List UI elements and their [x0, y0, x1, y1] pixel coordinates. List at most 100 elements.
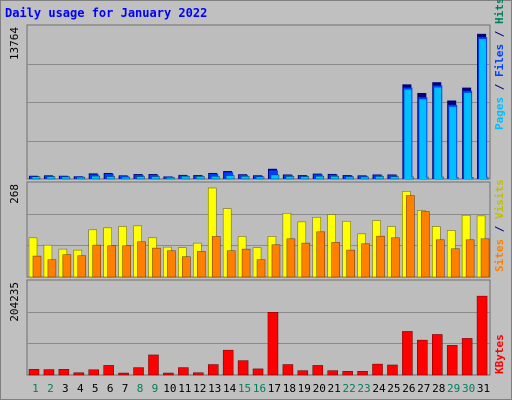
bar-kbytes — [73, 372, 85, 376]
legend-pages: Pages — [493, 97, 506, 130]
bar-pages — [31, 176, 41, 180]
legend-separator: / — [493, 77, 506, 97]
legend-visits-sites: Sites / Visits — [493, 179, 506, 272]
bar-kbytes — [461, 338, 473, 376]
bar-kbytes — [357, 371, 368, 376]
bar-pages — [196, 176, 205, 180]
legend-separator: / — [493, 24, 506, 44]
x-tick-label: 20 — [313, 382, 326, 395]
x-tick-label: 13 — [208, 382, 221, 395]
bar-sites — [465, 239, 475, 278]
bar-pages — [375, 176, 384, 180]
x-tick-label: 17 — [268, 382, 281, 395]
bar-pages — [330, 176, 339, 180]
bar-sites — [226, 250, 236, 278]
bar-pages — [285, 176, 295, 180]
x-tick-label: 3 — [62, 382, 69, 395]
bar-kbytes — [178, 367, 189, 376]
panel-kbytes — [26, 279, 491, 376]
bar-sites — [182, 256, 191, 278]
legend-files: Files — [493, 44, 506, 77]
bar-pages — [166, 177, 175, 180]
bar-pages — [315, 175, 325, 180]
x-tick-label: 4 — [77, 382, 84, 395]
bar-kbytes — [312, 365, 324, 376]
legend-hits: Hits — [493, 0, 506, 24]
x-tick-label: 28 — [432, 382, 445, 395]
y-max-label: 204235 — [8, 282, 21, 322]
x-tick-label: 15 — [238, 382, 251, 395]
bar-sites — [286, 238, 296, 278]
bar-pages — [136, 176, 145, 180]
bar-pages — [210, 176, 220, 180]
bar-sites — [480, 238, 490, 278]
bar-sites — [391, 237, 400, 278]
bar-kbytes — [207, 364, 219, 376]
x-tick-label: 16 — [253, 382, 266, 395]
bar-sites — [346, 249, 355, 278]
bar-pages — [345, 176, 354, 180]
bar-kbytes — [148, 354, 159, 376]
x-tick-label: 21 — [328, 382, 341, 395]
bar-pages-highlight — [404, 89, 412, 179]
y-max-label: 268 — [8, 184, 21, 204]
bar-pages — [300, 176, 310, 180]
bar-sites — [316, 231, 326, 278]
bar-pages — [151, 176, 160, 180]
bar-kbytes — [267, 311, 279, 376]
bar-pages-highlight — [479, 39, 487, 180]
bar-pages — [106, 176, 115, 180]
bar-sites — [331, 242, 340, 278]
bar-pages — [225, 175, 235, 180]
bar-kbytes — [297, 370, 309, 376]
bar-sites — [436, 239, 445, 278]
bar-kbytes — [387, 364, 398, 376]
x-tick-label: 26 — [402, 382, 415, 395]
x-tick-label: 9 — [152, 382, 159, 395]
bar-sites — [241, 248, 251, 278]
bar-pages — [76, 176, 86, 180]
bar-sites — [137, 241, 146, 278]
bar-sites — [122, 245, 131, 278]
bar-kbytes — [43, 369, 55, 376]
x-tick-label: 5 — [92, 382, 99, 395]
legend-hits-files-pages: Pages / Files / Hits — [493, 0, 506, 130]
bar-kbytes — [372, 363, 383, 376]
bar-kbytes — [118, 372, 129, 376]
bar-kbytes — [342, 371, 353, 376]
x-tick-label: 31 — [477, 382, 490, 395]
x-tick-label: 29 — [447, 382, 460, 395]
x-tick-label: 8 — [137, 382, 144, 395]
bar-kbytes — [446, 345, 458, 376]
bar-sites — [152, 247, 161, 278]
bar-pages — [181, 176, 190, 180]
legend-visits: Visits — [493, 179, 506, 219]
bar-kbytes — [28, 369, 40, 376]
bar-pages-highlight — [464, 92, 472, 179]
x-tick-label: 23 — [357, 382, 370, 395]
legend-sites: Sites — [493, 239, 506, 272]
bar-sites — [450, 248, 460, 278]
bar-pages — [390, 176, 399, 180]
bar-kbytes — [133, 367, 144, 376]
bar-sites — [301, 242, 311, 278]
bar-sites — [256, 259, 266, 278]
bar-sites — [77, 255, 87, 278]
x-tick-label: 6 — [107, 382, 114, 395]
x-tick-label: 30 — [462, 382, 475, 395]
x-tick-label: 1 — [32, 382, 39, 395]
bar-sites — [47, 259, 57, 278]
x-tick-label: 19 — [298, 382, 311, 395]
legend-separator: / — [493, 219, 506, 239]
x-tick-label: 10 — [163, 382, 176, 395]
bar-kbytes — [252, 368, 264, 376]
x-tick-label: 11 — [178, 382, 191, 395]
x-tick-label: 2 — [47, 382, 54, 395]
bar-sites — [376, 235, 385, 278]
bar-sites — [167, 250, 176, 278]
bar-kbytes — [222, 349, 234, 376]
x-tick-label: 24 — [372, 382, 386, 395]
bar-pages-highlight — [449, 106, 457, 179]
bar-sites — [197, 251, 206, 278]
